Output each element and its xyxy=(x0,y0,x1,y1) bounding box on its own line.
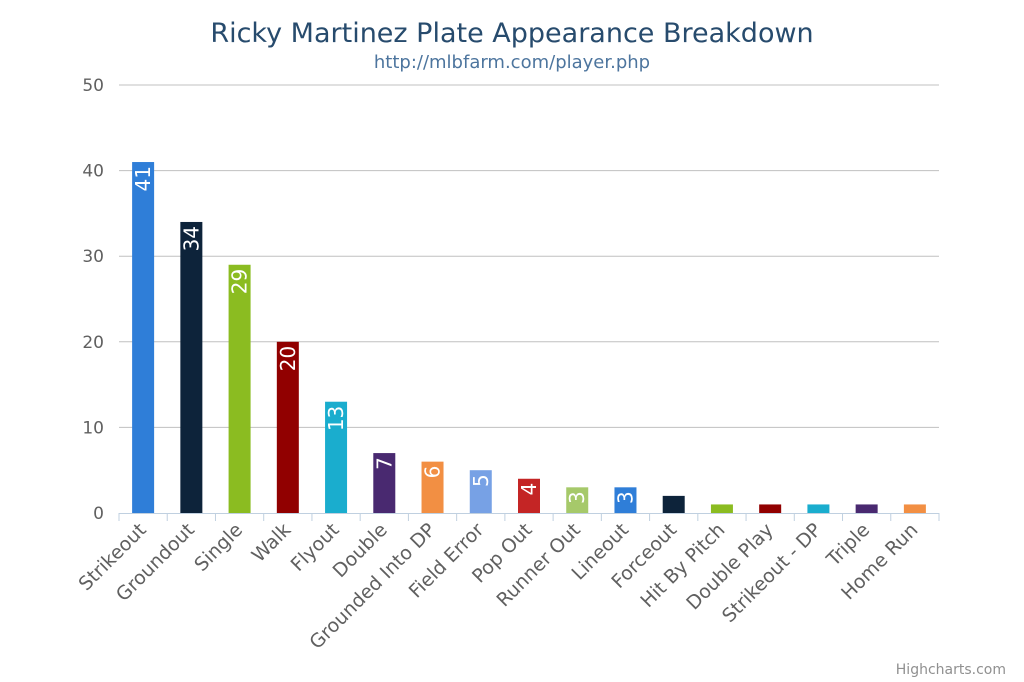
bars xyxy=(132,162,926,514)
y-axis: 0 10 20 30 40 50 xyxy=(82,76,104,524)
data-label: 5 xyxy=(469,474,493,487)
gridlines xyxy=(119,84,939,428)
bar[interactable] xyxy=(807,504,830,513)
chart-title: Ricky Martinez Plate Appearance Breakdow… xyxy=(210,18,813,49)
bar[interactable] xyxy=(518,478,540,513)
bar[interactable] xyxy=(855,504,878,513)
y-tick-label: 0 xyxy=(93,504,104,524)
data-label: 3 xyxy=(613,491,637,504)
y-tick-label: 30 xyxy=(82,247,104,267)
bar[interactable] xyxy=(325,401,348,513)
data-labels: 41 34 29 20 13 7 6 5 4 3 3 xyxy=(131,166,637,504)
data-label: 3 xyxy=(565,491,589,504)
y-tick-label: 40 xyxy=(82,162,104,182)
bar[interactable] xyxy=(180,221,203,513)
bar[interactable] xyxy=(759,504,782,513)
y-tick-label: 20 xyxy=(82,333,104,353)
bar[interactable] xyxy=(903,504,926,513)
y-tick-label: 10 xyxy=(82,418,104,438)
bar[interactable] xyxy=(373,453,396,513)
bar[interactable] xyxy=(132,162,155,514)
bar[interactable] xyxy=(228,264,251,513)
y-tick-label: 50 xyxy=(82,76,104,96)
bar[interactable] xyxy=(662,495,685,513)
bar[interactable] xyxy=(469,470,492,513)
data-label: 41 xyxy=(131,166,155,191)
credits-link[interactable]: Highcharts.com xyxy=(896,662,1006,678)
data-label: 4 xyxy=(517,483,541,496)
data-label: 13 xyxy=(324,406,348,431)
data-label: 7 xyxy=(372,457,396,470)
chart-subtitle: http://mlbfarm.com/player.php xyxy=(374,52,650,73)
bar[interactable] xyxy=(276,341,299,513)
data-label: 20 xyxy=(276,346,300,371)
x-tick-label: Single xyxy=(190,519,247,576)
data-label: 6 xyxy=(421,466,445,479)
bar[interactable] xyxy=(421,461,444,513)
bar[interactable] xyxy=(710,504,733,513)
data-label: 34 xyxy=(179,226,203,251)
bar[interactable] xyxy=(614,487,637,513)
data-label: 29 xyxy=(228,269,252,294)
bar[interactable] xyxy=(566,487,589,513)
